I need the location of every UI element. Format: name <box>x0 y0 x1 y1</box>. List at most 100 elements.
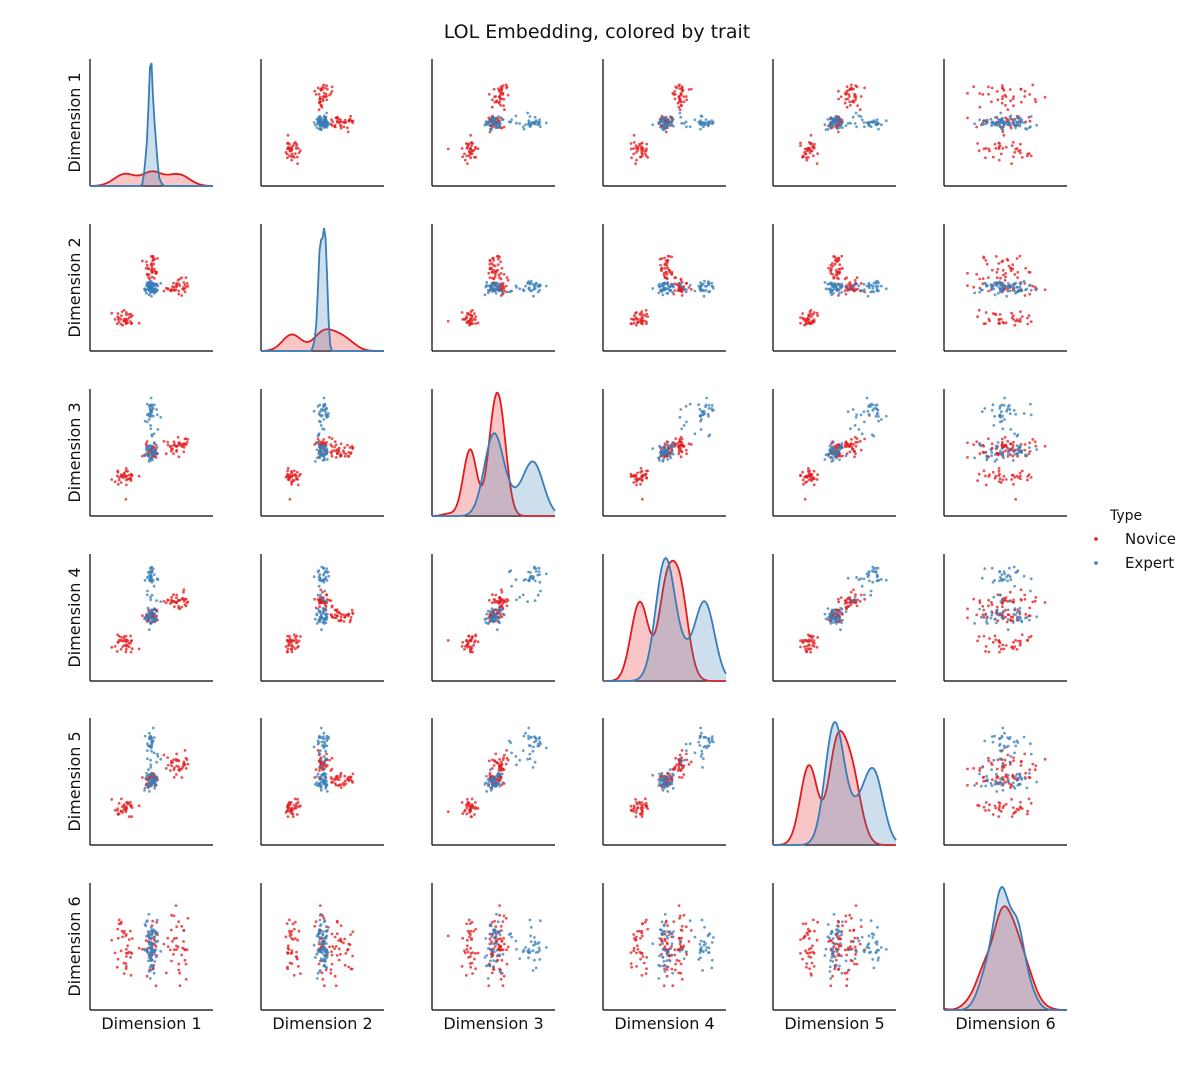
scatter-point-novice <box>125 313 128 317</box>
scatter-point-expert <box>869 125 873 129</box>
scatter-point-novice <box>816 314 819 317</box>
scatter-point-novice <box>466 642 470 645</box>
scatter-point-novice <box>806 318 810 322</box>
scatter-point-novice <box>987 759 990 763</box>
scatter-point-novice <box>1029 634 1033 638</box>
scatter-point-expert <box>868 121 871 124</box>
scatter-point-novice <box>687 286 691 289</box>
scatter-point-novice <box>678 97 682 101</box>
scatter-point-expert <box>498 621 501 625</box>
scatter-point-novice <box>346 776 350 779</box>
scatter-point-expert <box>319 125 322 129</box>
scatter-point-novice <box>677 95 681 98</box>
scatter-point-expert <box>534 120 538 124</box>
scatter-point-expert <box>537 122 541 126</box>
scatter-point-novice <box>141 614 144 618</box>
scatter-point-expert <box>152 442 156 445</box>
scatter-point-novice <box>334 783 338 787</box>
scatter-point-expert <box>323 458 326 462</box>
scatter-point-expert <box>518 122 522 125</box>
scatter-point-novice <box>113 808 117 812</box>
scatter-point-expert <box>669 456 672 460</box>
scatter-point-expert <box>529 571 532 574</box>
scatter-point-novice <box>183 603 187 607</box>
scatter-point-novice <box>994 255 998 258</box>
scatter-point-expert <box>868 414 871 417</box>
scatter-point-novice <box>113 480 117 483</box>
scatter-point-expert <box>879 578 883 581</box>
scatter-point-novice <box>848 281 852 284</box>
scatter-point-expert <box>510 584 513 588</box>
scatter-point-novice <box>172 452 175 455</box>
scatter-point-novice <box>461 155 465 159</box>
scatter-point-novice <box>330 604 334 608</box>
scatter-point-expert <box>1029 589 1032 593</box>
scatter-point-expert <box>659 454 662 458</box>
scatter-point-novice <box>982 634 986 638</box>
scatter-point-novice <box>339 619 342 623</box>
scatter-point-novice <box>863 290 866 294</box>
scatter-point-expert <box>1015 120 1019 124</box>
scatter-point-expert <box>983 567 987 571</box>
scatter-point-expert <box>324 786 328 790</box>
scatter-point-novice <box>635 147 638 150</box>
scatter-point-expert <box>833 116 837 119</box>
scatter-point-expert <box>706 412 710 416</box>
scatter-point-expert <box>494 122 497 126</box>
scatter-point-novice <box>344 121 348 124</box>
scatter-point-novice <box>837 89 840 93</box>
scatter-point-expert <box>1009 755 1013 758</box>
scatter-point-expert <box>1006 450 1010 453</box>
scatter-point-novice <box>803 319 807 323</box>
scatter-point-novice <box>166 756 170 759</box>
scatter-point-expert <box>322 779 326 783</box>
scatter-point-expert <box>875 573 879 576</box>
scatter-point-novice <box>1007 264 1011 268</box>
scatter-point-expert <box>995 782 999 786</box>
scatter-point-novice <box>124 497 128 501</box>
scatter-point-novice <box>331 120 335 124</box>
scatter-point-expert <box>998 414 1001 417</box>
scatter-point-novice <box>334 456 338 459</box>
scatter-point-novice <box>471 650 474 654</box>
scatter-point-expert <box>662 775 666 779</box>
scatter-point-expert <box>1012 120 1016 124</box>
scatter-point-novice <box>124 467 128 470</box>
scatter-point-novice <box>640 469 644 473</box>
panel-4-5 <box>772 554 896 682</box>
scatter-point-novice <box>1002 89 1006 92</box>
scatter-point-novice <box>1005 257 1009 261</box>
scatter-point-novice <box>460 645 464 648</box>
scatter-point-expert <box>995 612 999 616</box>
scatter-point-novice <box>496 254 500 258</box>
scatter-point-novice <box>129 804 133 808</box>
scatter-point-expert <box>534 737 538 740</box>
scatter-point-novice <box>998 802 1002 805</box>
scatter-point-novice <box>851 447 855 451</box>
scatter-point-expert <box>1000 734 1004 738</box>
scatter-point-novice <box>467 804 470 808</box>
scatter-point-expert <box>153 452 157 456</box>
scatter-point-novice <box>982 616 986 619</box>
scatter-point-expert <box>1001 777 1004 780</box>
scatter-point-novice <box>1010 815 1014 818</box>
scatter-point-expert <box>661 120 665 123</box>
scatter-point-novice <box>805 650 809 654</box>
scatter-point-novice <box>632 147 636 150</box>
scatter-point-novice <box>629 472 633 476</box>
scatter-point-novice <box>1005 620 1009 624</box>
scatter-point-novice <box>976 639 979 643</box>
scatter-point-expert <box>1017 115 1021 118</box>
scatter-point-expert <box>152 289 156 293</box>
scatter-point-novice <box>987 475 991 478</box>
scatter-point-expert <box>868 286 871 290</box>
scatter-point-novice <box>806 474 810 478</box>
scatter-point-novice <box>183 290 187 294</box>
scatter-point-novice <box>180 953 184 957</box>
scatter-point-novice <box>182 762 185 766</box>
scatter-point-expert <box>823 123 827 126</box>
scatter-point-novice <box>334 616 338 620</box>
scatter-point-novice <box>180 776 184 779</box>
scatter-point-expert <box>319 453 323 457</box>
scatter-point-novice <box>1020 315 1024 318</box>
